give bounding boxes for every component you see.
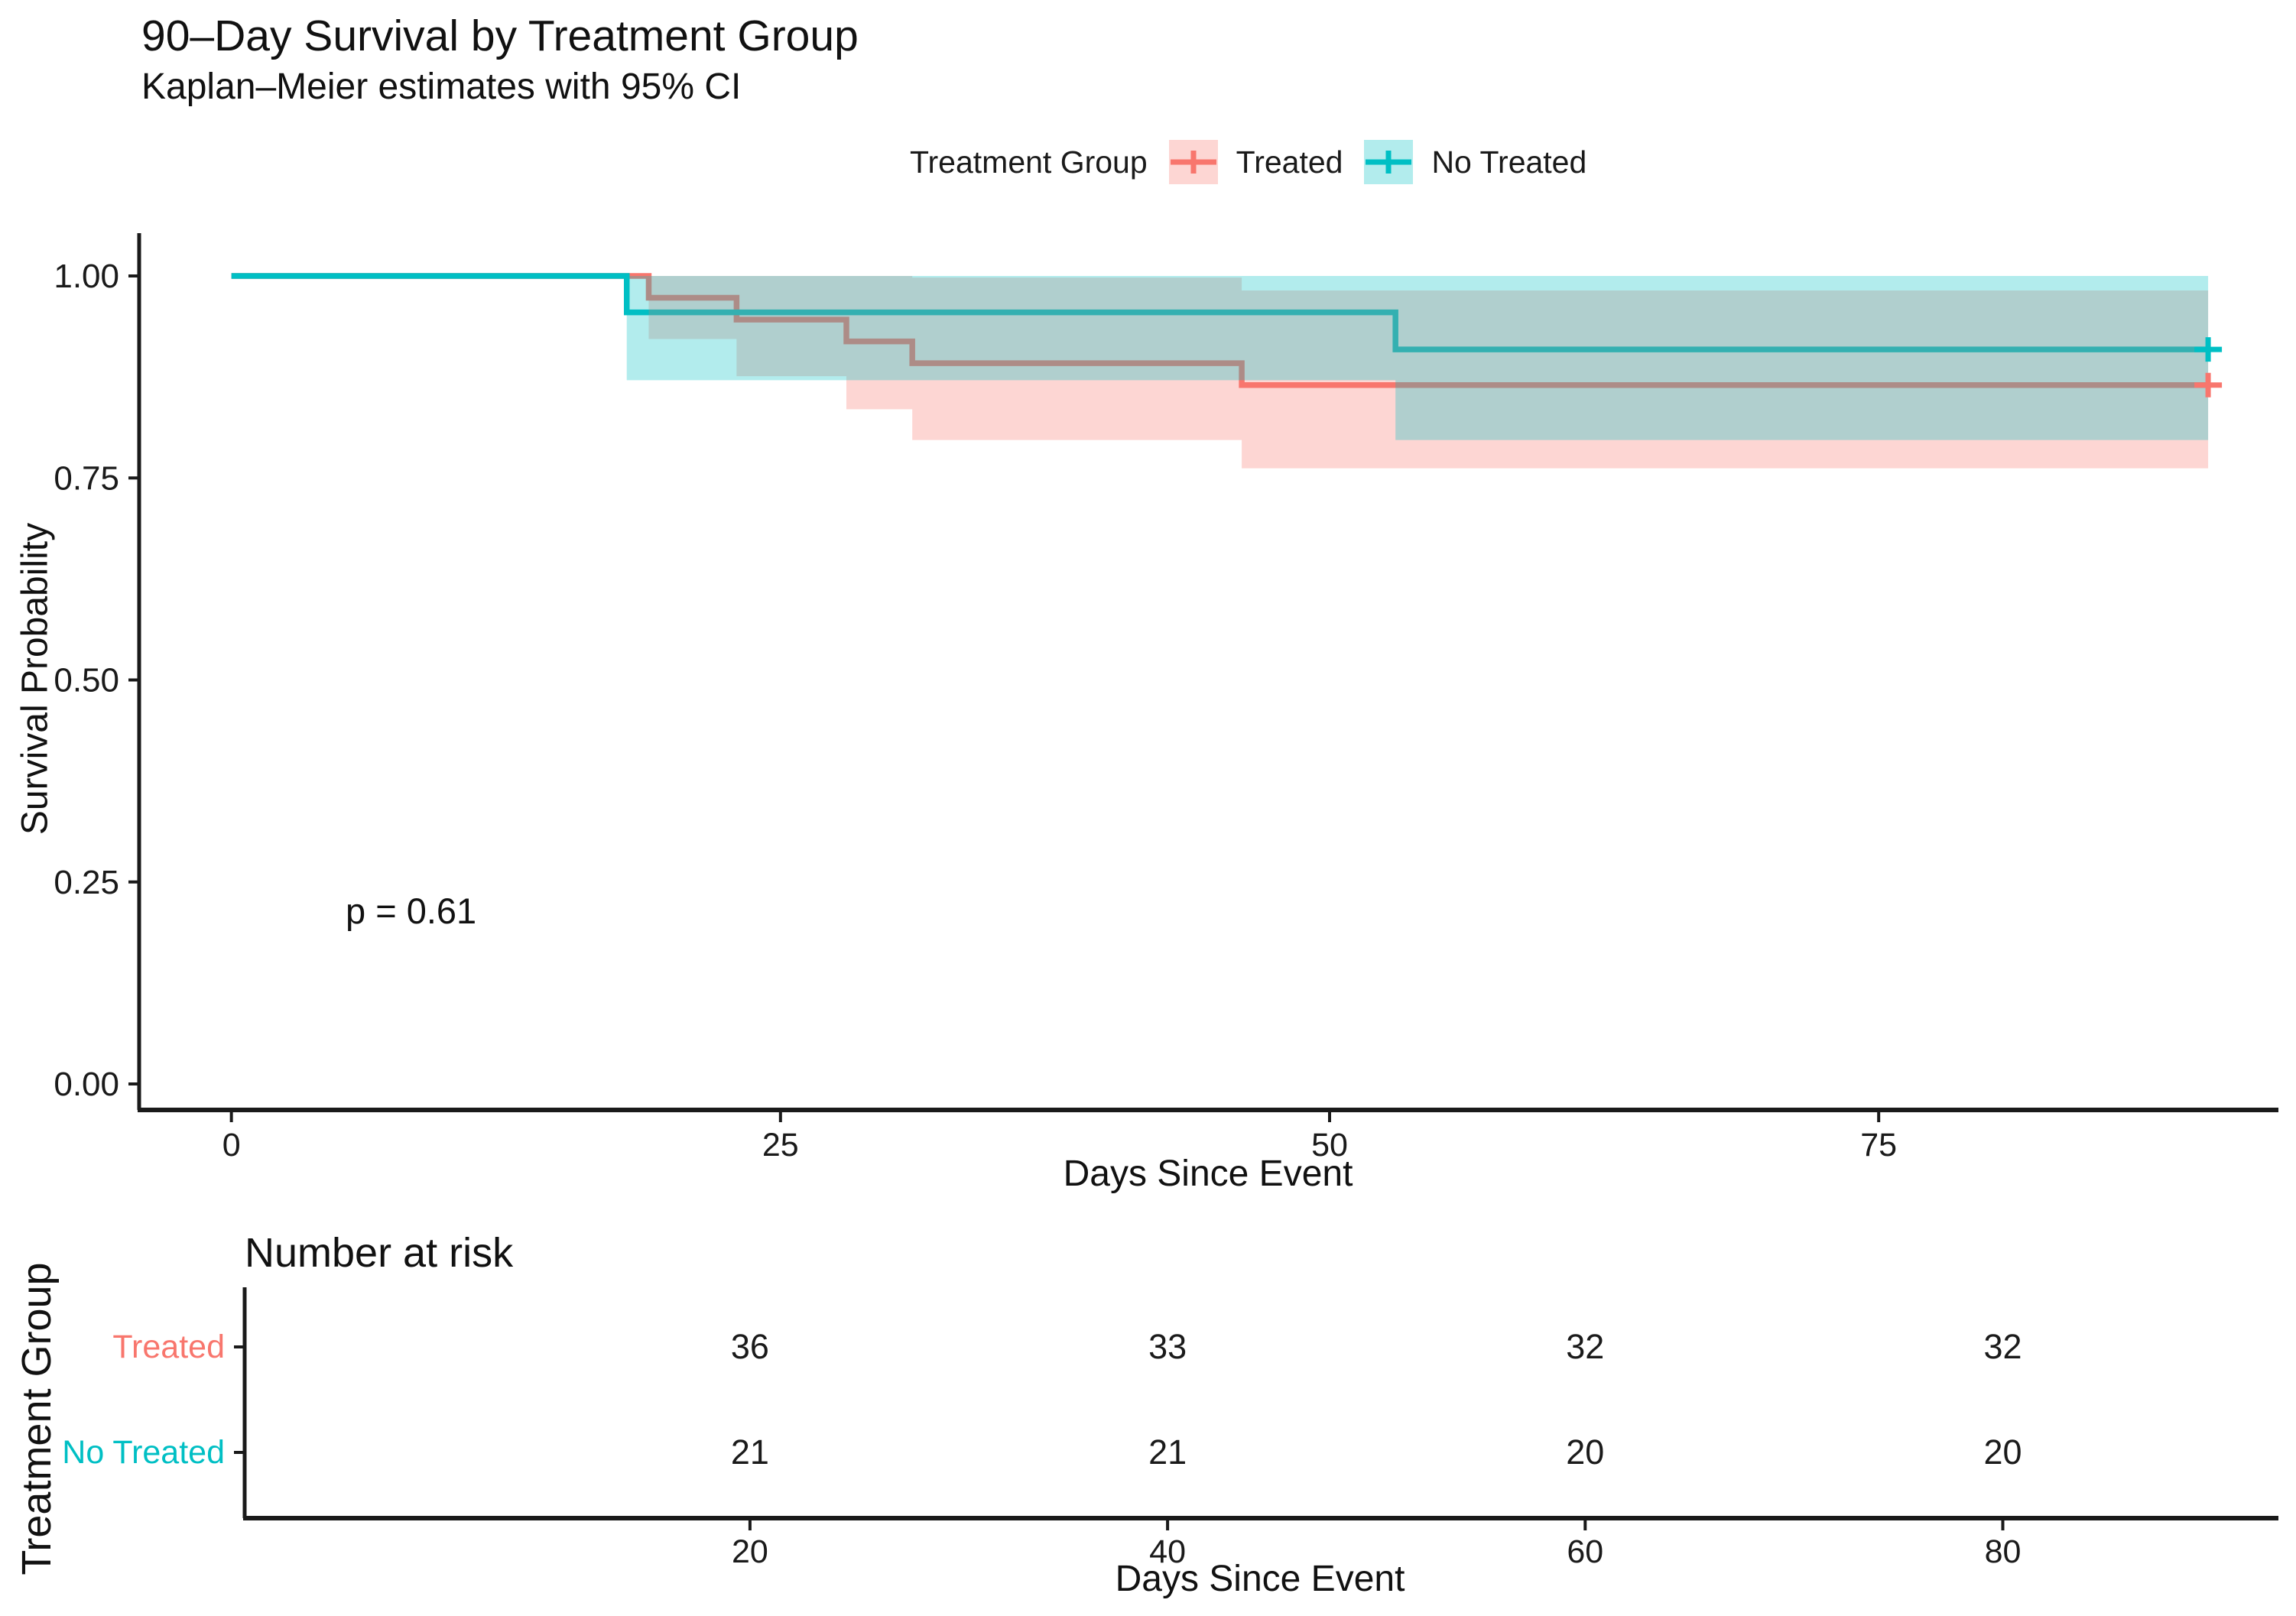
- risk-count-treated-day60: 32: [1566, 1327, 1604, 1366]
- risk-x-axis-tick-label: 60: [1567, 1533, 1603, 1570]
- legend-title: Treatment Group: [910, 144, 1148, 180]
- pvalue-annotation: p = 0.61: [346, 891, 477, 931]
- risk-x-axis-tick-label: 40: [1149, 1533, 1186, 1570]
- y-axis-tick-label: 1.00: [54, 258, 119, 295]
- risk-row-label-no-treated: No Treated: [62, 1434, 225, 1471]
- y-axis-tick-label: 0.00: [54, 1066, 119, 1103]
- ci-ribbon-no-treated: [626, 276, 2209, 440]
- risk-x-axis-tick-label: 20: [732, 1533, 768, 1570]
- x-axis-tick-label: 25: [762, 1127, 799, 1163]
- km-curve-treated: [231, 273, 2209, 388]
- risk-x-axis-title: Days Since Event: [1115, 1559, 1405, 1599]
- risk-count-treated-day20: 36: [731, 1327, 769, 1366]
- key-censor-tick: [1385, 151, 1392, 174]
- risk-row-label-treated: Treated: [112, 1329, 225, 1365]
- ci-ribbon-treated: [648, 276, 2209, 469]
- y-axis-tick-label: 0.25: [54, 864, 119, 901]
- risk-count-treated-day80: 32: [1983, 1327, 2022, 1366]
- risk-count-no-treated-day20: 21: [731, 1433, 769, 1472]
- risk-count-treated-day40: 33: [1148, 1327, 1187, 1366]
- risk-count-no-treated-day40: 21: [1148, 1433, 1187, 1472]
- risk-table-title: Number at risk: [245, 1230, 514, 1276]
- page-subtitle: Kaplan–Meier estimates with 95% CI: [141, 67, 742, 107]
- page-title: 90–Day Survival by Treatment Group: [141, 11, 859, 60]
- risk-count-no-treated-day80: 20: [1983, 1433, 2022, 1472]
- km-curve-no-treated: [231, 273, 2209, 352]
- legend: Treatment Group Treated No Treated: [910, 138, 1586, 187]
- km-curve-key-icon: [1168, 140, 1218, 184]
- legend-item-label: No Treated: [1431, 144, 1587, 180]
- legend-item-no-treated: No Treated: [1364, 140, 1586, 184]
- x-axis-tick-label: 0: [222, 1127, 241, 1163]
- y-axis-tick-label: 0.50: [54, 662, 119, 699]
- x-axis-tick-label: 50: [1311, 1127, 1348, 1163]
- risk-x-axis-tick-label: 80: [1985, 1533, 2022, 1570]
- y-axis-tick-label: 0.75: [54, 459, 119, 497]
- x-axis-title: Days Since Event: [1063, 1154, 1353, 1194]
- risk-count-no-treated-day60: 20: [1566, 1433, 1604, 1472]
- legend-item-label: Treated: [1236, 144, 1343, 180]
- key-censor-tick: [1190, 151, 1197, 174]
- legend-item-treated: Treated: [1168, 140, 1343, 184]
- x-axis-tick-label: 75: [1860, 1127, 1897, 1163]
- km-curve-key-icon: [1364, 140, 1414, 184]
